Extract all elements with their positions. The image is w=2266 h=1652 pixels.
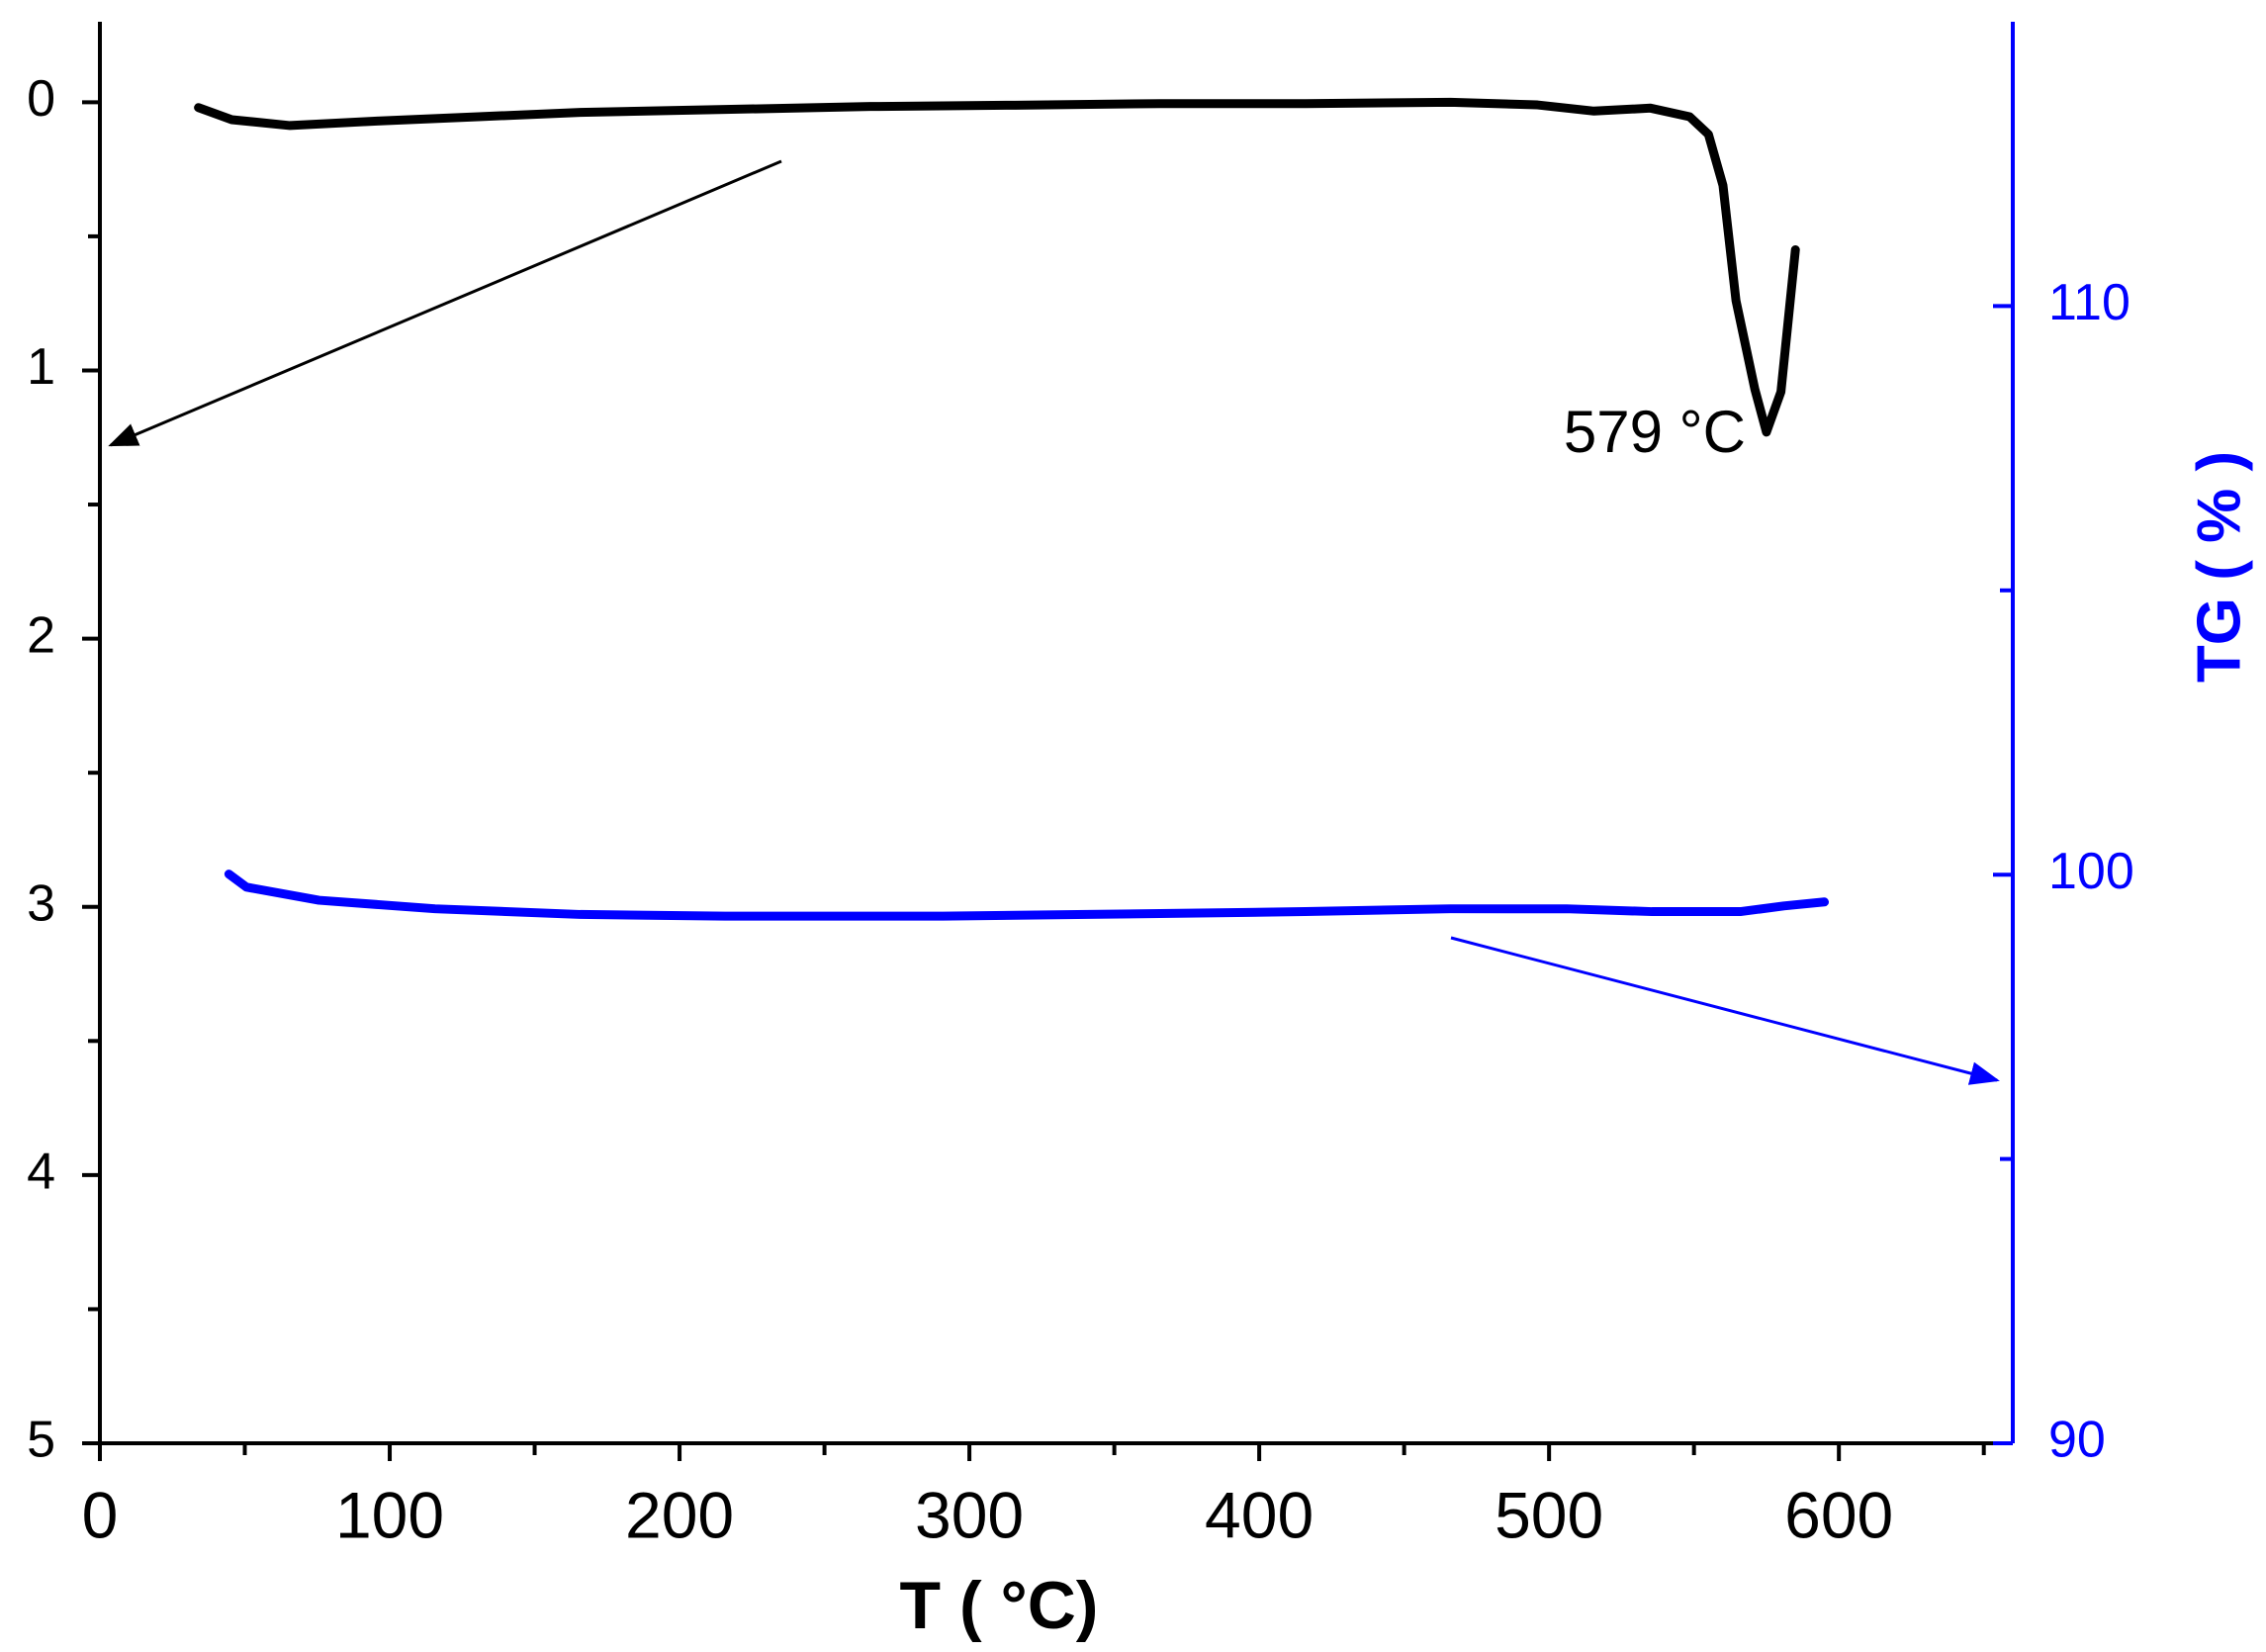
arrow (108, 159, 782, 447)
x-tick-label: 0 (82, 1478, 119, 1551)
y2-tick-label: 90 (2048, 1412, 2106, 1469)
y-tick-label: 0 (27, 70, 55, 128)
y2-axis-title: TG ( % ) (2185, 451, 2253, 683)
y-tick-label: 4 (27, 1144, 55, 1201)
x-tick-label: 600 (1784, 1478, 1893, 1551)
x-tick-label: 200 (625, 1478, 734, 1551)
y-tick-label: 5 (27, 1412, 55, 1469)
y2-tick-label: 100 (2048, 843, 2134, 900)
x-tick-label: 400 (1205, 1478, 1314, 1551)
y-tick-label: 3 (27, 874, 55, 932)
y-tick-label: 1 (27, 338, 55, 396)
data-line (194, 97, 1800, 437)
annotation: 579 °C (1564, 399, 1746, 465)
y2-tick-label: 110 (2048, 274, 2130, 331)
arrow (1450, 936, 2000, 1085)
y-tick-label: 2 (27, 606, 55, 664)
x-axis-title: T ( °C) (900, 1568, 1099, 1643)
x-tick-label: 100 (335, 1478, 444, 1551)
x-tick-label: 500 (1495, 1478, 1603, 1551)
x-tick-label: 300 (915, 1478, 1024, 1551)
data-line (224, 870, 1830, 921)
